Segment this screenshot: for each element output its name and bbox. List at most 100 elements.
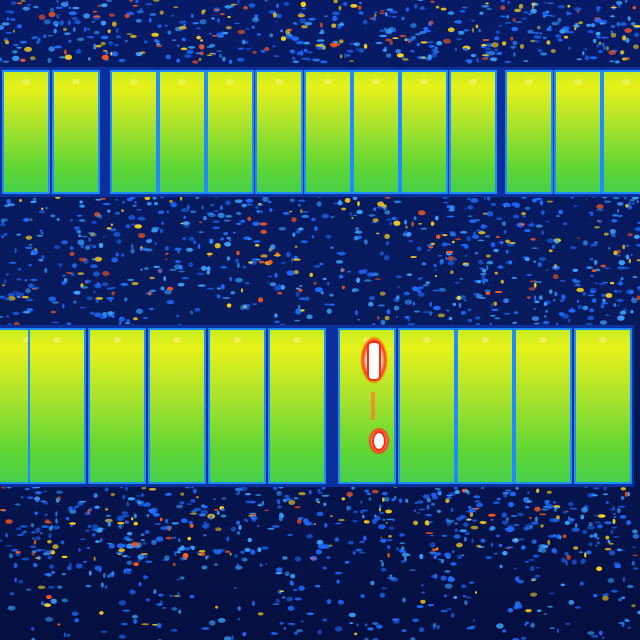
vegetation-speck	[412, 618, 419, 622]
vegetation-speck	[109, 13, 115, 16]
vegetation-speck	[345, 198, 351, 203]
vegetation-speck	[511, 515, 517, 517]
vegetation-speck	[177, 592, 179, 597]
vegetation-speck	[5, 40, 9, 44]
vegetation-speck	[202, 565, 208, 569]
vegetation-speck	[223, 232, 228, 235]
vegetation-speck	[287, 270, 295, 275]
vegetation-speck	[223, 32, 228, 34]
vegetation-speck	[546, 270, 548, 272]
vegetation-speck	[19, 199, 22, 202]
vegetation-speck	[253, 51, 257, 54]
vegetation-speck	[257, 505, 261, 507]
vegetation-speck	[367, 272, 374, 276]
vegetation-speck	[381, 568, 387, 572]
vegetation-speck	[496, 623, 504, 628]
vegetation-speck	[50, 8, 54, 12]
vegetation-speck	[123, 570, 126, 574]
vegetation-speck	[508, 205, 511, 207]
vegetation-speck	[277, 499, 280, 503]
vegetation-speck	[438, 255, 442, 257]
vegetation-speck	[624, 620, 631, 622]
vegetation-speck	[163, 607, 166, 609]
vegetation-speck	[353, 215, 357, 217]
vegetation-speck	[561, 558, 566, 563]
vegetation-speck	[476, 545, 481, 548]
vegetation-speck	[74, 618, 79, 622]
vegetation-speck	[200, 39, 203, 41]
junction-box	[130, 79, 138, 85]
vegetation-speck	[466, 627, 474, 630]
junction-box	[420, 79, 428, 85]
vegetation-speck	[527, 296, 532, 298]
vegetation-speck	[226, 26, 232, 29]
vegetation-speck	[372, 490, 379, 494]
vegetation-speck	[287, 534, 292, 536]
vegetation-speck	[53, 526, 60, 530]
vegetation-speck	[209, 33, 211, 36]
vegetation-speck	[435, 488, 441, 490]
vegetation-speck	[411, 221, 414, 226]
vegetation-speck	[402, 553, 409, 557]
vegetation-speck	[73, 27, 75, 32]
vegetation-speck	[52, 544, 58, 549]
vegetation-speck	[438, 314, 445, 318]
vegetation-speck	[437, 625, 440, 630]
vegetation-speck	[71, 525, 73, 527]
vegetation-speck	[533, 308, 536, 310]
vegetation-speck	[491, 543, 493, 547]
vegetation-speck	[286, 597, 292, 602]
vegetation-speck	[299, 50, 303, 55]
vegetation-speck	[538, 49, 543, 52]
vegetation-speck	[227, 256, 230, 260]
vegetation-speck	[625, 204, 628, 208]
vegetation-speck	[254, 14, 258, 16]
vegetation-speck	[111, 224, 113, 226]
vegetation-speck	[378, 304, 385, 306]
vegetation-speck	[538, 27, 541, 29]
vegetation-speck	[178, 610, 181, 614]
vegetation-speck	[508, 502, 514, 507]
vegetation-speck	[58, 263, 62, 266]
vegetation-speck	[402, 598, 405, 603]
vegetation-speck	[245, 204, 252, 206]
vegetation-speck	[625, 245, 629, 247]
vegetation-speck	[224, 242, 231, 247]
vegetation-speck	[99, 611, 103, 615]
vegetation-speck	[572, 528, 580, 532]
vegetation-speck	[364, 490, 369, 493]
vegetation-speck	[76, 563, 83, 568]
vegetation-speck	[406, 7, 409, 11]
vegetation-speck	[598, 50, 603, 54]
vegetation-speck	[432, 495, 438, 499]
vegetation-speck	[618, 4, 621, 8]
vegetation-speck	[122, 495, 125, 499]
vegetation-speck	[115, 212, 120, 215]
vegetation-speck	[6, 315, 9, 318]
vegetation-speck	[423, 27, 428, 32]
vegetation-speck	[404, 292, 410, 296]
vegetation-speck	[79, 200, 82, 203]
vegetation-speck	[236, 521, 240, 525]
vegetation-speck	[588, 295, 595, 297]
vegetation-speck	[174, 551, 177, 556]
vegetation-speck	[589, 542, 593, 546]
vegetation-speck	[33, 198, 37, 203]
vegetation-speck	[72, 17, 78, 20]
vegetation-speck	[220, 13, 225, 15]
vegetation-speck	[66, 517, 70, 520]
vegetation-speck	[117, 516, 124, 521]
vegetation-speck	[317, 512, 324, 516]
vegetation-speck	[496, 236, 500, 238]
vegetation-speck	[603, 493, 608, 495]
vegetation-speck	[356, 48, 359, 50]
vegetation-speck	[435, 275, 437, 277]
vegetation-speck	[575, 606, 581, 609]
vegetation-speck	[203, 523, 210, 526]
vegetation-speck	[301, 215, 309, 218]
vegetation-speck	[247, 217, 251, 221]
vegetation-speck	[307, 314, 313, 319]
vegetation-speck	[463, 522, 468, 526]
vegetation-speck	[568, 600, 574, 605]
vegetation-speck	[499, 25, 503, 27]
